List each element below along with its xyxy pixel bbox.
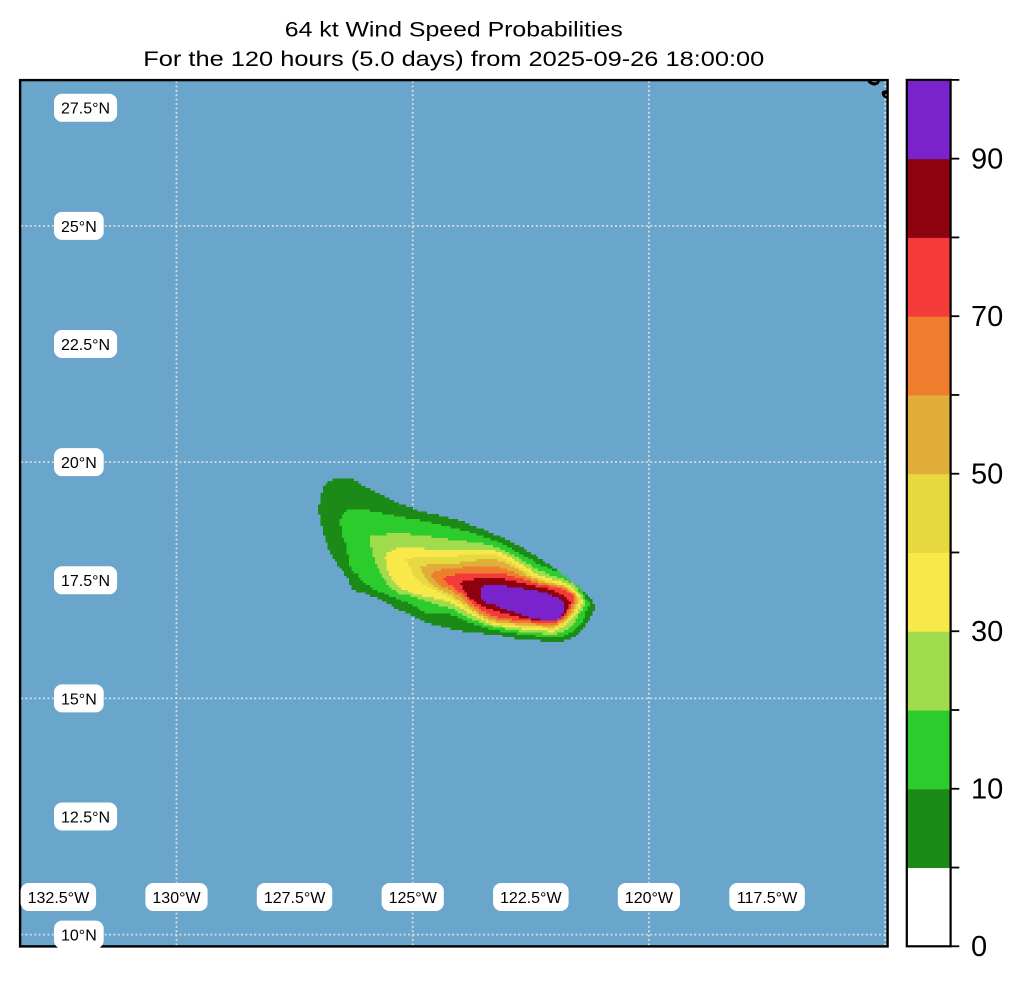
svg-text:30: 30: [971, 616, 1003, 648]
svg-text:125°W: 125°W: [389, 890, 438, 907]
svg-text:15°N: 15°N: [61, 691, 97, 708]
svg-text:117.5°W: 117.5°W: [737, 890, 798, 907]
svg-text:122.5°W: 122.5°W: [500, 890, 562, 907]
svg-text:70: 70: [971, 301, 1003, 333]
svg-text:27.5°N: 27.5°N: [61, 101, 110, 118]
svg-text:0: 0: [971, 931, 987, 963]
svg-text:50: 50: [971, 459, 1003, 491]
svg-text:25°N: 25°N: [61, 219, 97, 236]
svg-text:17.5°N: 17.5°N: [61, 573, 110, 590]
svg-text:20°N: 20°N: [61, 455, 97, 472]
svg-text:120°W: 120°W: [625, 890, 674, 907]
svg-text:10°N: 10°N: [61, 928, 97, 945]
svg-text:10: 10: [971, 774, 1003, 806]
svg-text:130°W: 130°W: [152, 890, 201, 907]
svg-text:For the 120 hours (5.0 days) f: For the 120 hours (5.0 days) from 2025-0…: [143, 47, 764, 71]
svg-text:90: 90: [971, 144, 1003, 176]
svg-text:22.5°N: 22.5°N: [61, 337, 110, 354]
svg-text:64 kt Wind Speed Probabilities: 64 kt Wind Speed Probabilities: [285, 18, 623, 42]
svg-text:127.5°W: 127.5°W: [264, 890, 326, 907]
svg-text:12.5°N: 12.5°N: [61, 809, 110, 826]
svg-text:132.5°W: 132.5°W: [28, 890, 90, 907]
